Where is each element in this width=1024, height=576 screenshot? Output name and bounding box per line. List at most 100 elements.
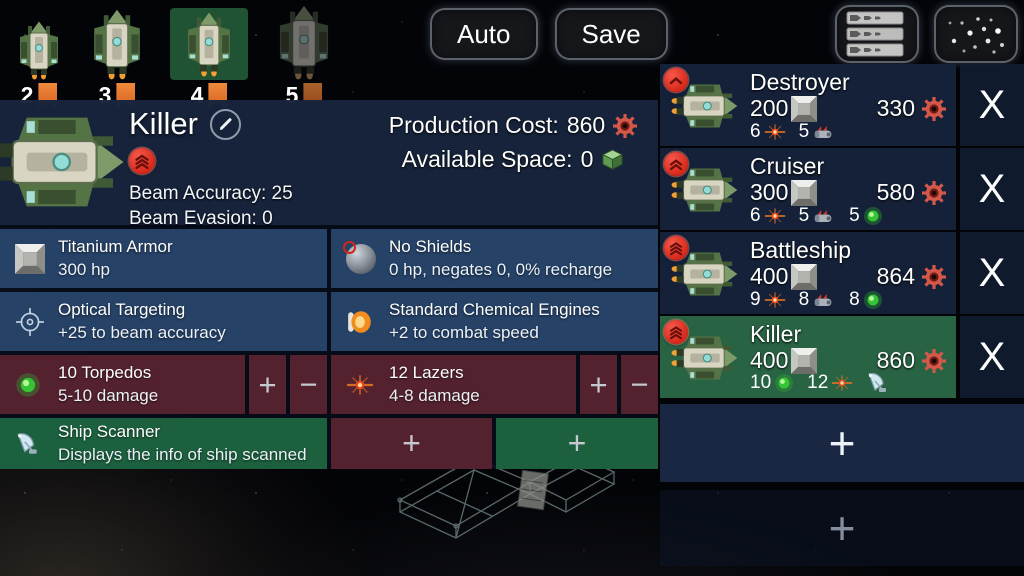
shields-slot[interactable]: No Shields 0 hp, negates 0, 0% recharge [331, 229, 658, 288]
lazer-increase-button[interactable]: + [580, 355, 617, 414]
ship-editor-panel: Killer Beam Accuracy: 25 Beam Evasion: 0… [0, 100, 658, 469]
add-weapon-slot-button[interactable]: + [331, 418, 492, 469]
component-desc: 5-10 damage [58, 385, 159, 405]
ship-thumbnail [170, 8, 248, 80]
add-utility-slot-button[interactable]: + [496, 418, 658, 469]
component-desc: 4-8 damage [389, 385, 480, 405]
remove-battleship-button[interactable]: X [960, 232, 1024, 314]
remove-killer-button[interactable]: X [960, 316, 1024, 398]
beam-accuracy-text: Beam Accuracy: 25 [129, 183, 293, 204]
armor-value: 200 [750, 95, 789, 121]
production-cost-label: Production Cost: [388, 112, 559, 138]
design-slot-4-selected[interactable]: 4 [170, 8, 248, 109]
scanner-dish-icon [866, 371, 890, 395]
fleet-ship-killer-selected[interactable]: Killer 400 860 10 12 [660, 316, 956, 398]
ship-name: Killer [129, 106, 198, 141]
stat-value: 9 [750, 289, 761, 310]
save-button[interactable]: Save [554, 8, 668, 60]
engines-slot[interactable]: Standard Chemical Engines +2 to combat s… [331, 292, 658, 351]
auto-button[interactable]: Auto [430, 8, 538, 60]
component-grid: Titanium Armor 300 hp No Shields 0 hp, n… [0, 229, 658, 469]
missile-icon [812, 209, 836, 224]
fleet-list-button[interactable] [835, 5, 919, 63]
starmap-button[interactable] [934, 5, 1018, 63]
lazer-burst-icon [346, 371, 374, 399]
torpedo-glow-icon [863, 206, 883, 226]
weapon-stats: 6 5 5 [750, 205, 883, 227]
component-name: 10 Torpedos [58, 363, 152, 383]
ship-name: Cruiser [750, 153, 825, 179]
weapon-stats: 9 8 8 [750, 289, 883, 311]
ship-thumbnail [270, 4, 338, 80]
fleet-ship-battleship[interactable]: Battleship 400 864 9 8 8 [660, 232, 956, 314]
armor-value: 300 [750, 179, 789, 205]
armor-plate-icon [791, 180, 817, 206]
gear-icon [922, 181, 946, 205]
ship-name: Battleship [750, 237, 852, 263]
remove-cruiser-button[interactable]: X [960, 148, 1024, 230]
missile-icon [812, 125, 836, 140]
torpedo-glow-icon [863, 290, 883, 310]
component-desc: 0 hp, negates 0, 0% recharge [389, 259, 613, 279]
crosshair-icon [15, 307, 45, 337]
remove-destroyer-button[interactable]: X [960, 64, 1024, 146]
ship-name: Destroyer [750, 69, 850, 95]
missile-icon [812, 293, 836, 308]
component-name: 12 Lazers [389, 363, 464, 383]
lazer-weapon-slot[interactable]: 12 Lazers 4-8 damage [331, 355, 576, 414]
lazer-decrease-button[interactable]: − [621, 355, 658, 414]
torpedo-decrease-button[interactable]: − [290, 355, 327, 414]
lazer-burst-icon [764, 289, 786, 311]
fleet-row-cruiser: Cruiser 300 580 6 5 5 X [660, 148, 1024, 230]
targeting-slot[interactable]: Optical Targeting +25 to beam accuracy [0, 292, 327, 351]
gear-icon [922, 97, 946, 121]
component-name: Ship Scanner [58, 422, 161, 442]
shield-sphere-icon [343, 240, 376, 274]
available-space-value: 0 [580, 146, 594, 172]
engine-flame-icon [346, 308, 374, 336]
component-desc: 300 hp [58, 259, 110, 279]
available-space-row: Available Space: 0 [372, 146, 654, 173]
fleet-ship-destroyer[interactable]: Destroyer 200 330 6 5 [660, 64, 956, 146]
stat-value: 5 [798, 121, 810, 142]
gear-icon [613, 114, 637, 138]
armor-plate-icon [791, 264, 817, 290]
topbar-view-toggles [835, 5, 1018, 63]
stat-value: 6 [750, 121, 761, 142]
scanner-slot[interactable]: Ship Scanner Displays the info of ship s… [0, 418, 327, 469]
pencil-icon [216, 115, 235, 134]
component-desc: +2 to combat speed [389, 322, 539, 342]
gear-icon [922, 265, 946, 289]
armor-value: 400 [750, 263, 789, 289]
cost-value: 864 [876, 263, 915, 289]
ship-name: Killer [750, 321, 802, 347]
torpedo-glow-icon [774, 373, 794, 393]
rank-badge-icon [664, 320, 688, 344]
ship-thumbnail [86, 8, 148, 80]
fleet-ship-cruiser[interactable]: Cruiser 300 580 6 5 5 [660, 148, 956, 230]
add-ship-button[interactable]: + [660, 404, 1024, 482]
production-cost-row: Production Cost: 860 [372, 112, 654, 139]
torpedo-weapon-slot[interactable]: 10 Torpedos 5-10 damage [0, 355, 245, 414]
stat-value: 8 [798, 289, 810, 310]
starmap-dots-icon [944, 11, 1008, 57]
cargo-cube-icon [601, 148, 624, 171]
lazer-burst-icon [764, 121, 786, 143]
armor-value: 400 [750, 347, 789, 373]
armor-slot[interactable]: Titanium Armor 300 hp [0, 229, 327, 288]
stat-value: 5 [849, 205, 860, 226]
stat-value: 5 [798, 205, 810, 226]
fleet-row-battleship: Battleship 400 864 9 8 8 X [660, 232, 1024, 314]
weapon-stats: 6 5 [750, 121, 836, 143]
stat-value: 6 [750, 205, 761, 226]
torpedo-increase-button[interactable]: + [249, 355, 286, 414]
design-slot-5[interactable]: 5 [270, 4, 338, 109]
rank-badge-icon [664, 152, 688, 176]
rank-badge-icon [664, 68, 688, 92]
add-ship-button-secondary[interactable]: + [660, 490, 1024, 566]
topbar-actions: Auto Save [430, 8, 668, 60]
torpedo-glow-icon [15, 372, 41, 398]
edit-name-button[interactable] [209, 108, 241, 140]
weapon-stats: 10 12 [750, 371, 890, 395]
